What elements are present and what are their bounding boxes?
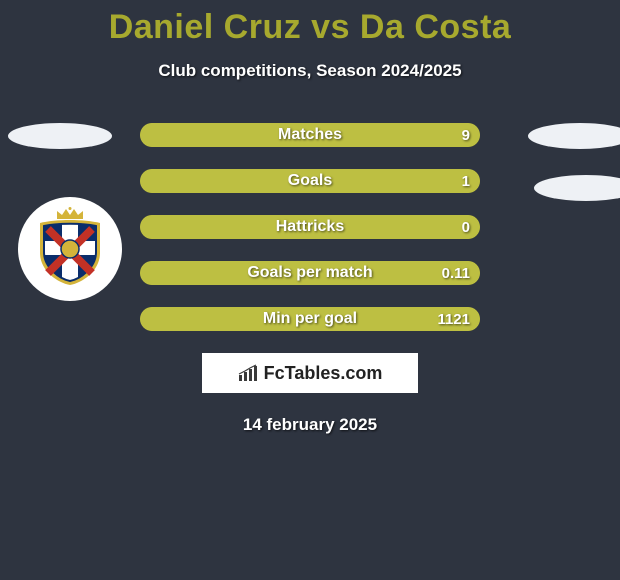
page-title: Daniel Cruz vs Da Costa [0, 0, 620, 47]
stat-bar-value: 1121 [437, 307, 470, 331]
stat-bar-label: Hattricks [140, 215, 480, 239]
fctables-logo: FcTables.com [202, 353, 418, 393]
club-badge [18, 197, 122, 301]
player-left-ellipse [8, 123, 112, 149]
crown-icon [55, 207, 85, 219]
stat-bar: Min per goal1121 [140, 307, 480, 331]
stat-bar-label: Goals [140, 169, 480, 193]
club-crest-icon [36, 213, 104, 285]
fctables-text: FcTables.com [264, 363, 383, 384]
stat-bar-label: Matches [140, 123, 480, 147]
comparison-content: Matches9Goals1Hattricks0Goals per match0… [0, 123, 620, 435]
stat-bar: Matches9 [140, 123, 480, 147]
stat-bar: Hattricks0 [140, 215, 480, 239]
stat-bar-value: 9 [462, 123, 470, 147]
stat-bar: Goals per match0.11 [140, 261, 480, 285]
subtitle: Club competitions, Season 2024/2025 [0, 61, 620, 81]
player-right-ellipse-2 [534, 175, 620, 201]
stat-bar-label: Goals per match [140, 261, 480, 285]
stat-bar-label: Min per goal [140, 307, 480, 331]
stat-bar-value: 0.11 [442, 261, 470, 285]
date-text: 14 february 2025 [0, 415, 620, 435]
stat-bars: Matches9Goals1Hattricks0Goals per match0… [140, 123, 480, 331]
bar-chart-icon [238, 364, 260, 382]
player-right-ellipse-1 [528, 123, 620, 149]
stat-bar-value: 0 [462, 215, 470, 239]
stat-bar-value: 1 [462, 169, 470, 193]
stat-bar: Goals1 [140, 169, 480, 193]
shield-icon [36, 219, 104, 285]
